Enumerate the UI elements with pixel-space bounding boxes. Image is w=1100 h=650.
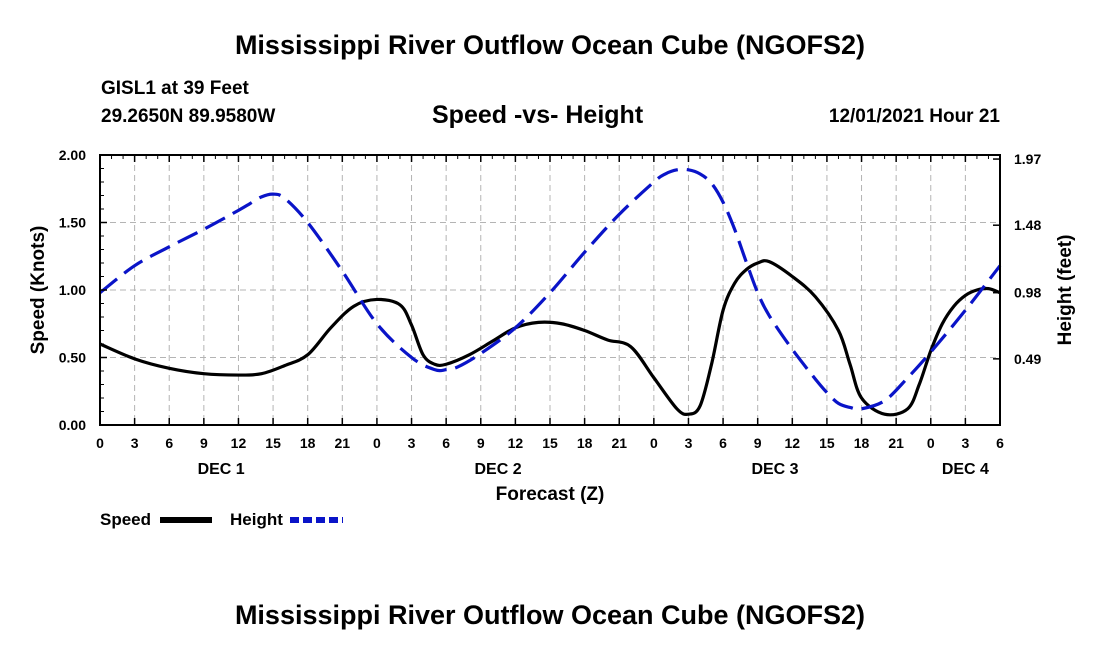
x-tick-label: 12 — [231, 435, 247, 451]
y-tick-label: 1.50 — [59, 215, 86, 231]
x-tick-label: 3 — [685, 435, 693, 451]
x-tick-label: 9 — [477, 435, 485, 451]
x-tick-label: 3 — [131, 435, 139, 451]
x-tick-label: 21 — [611, 435, 627, 451]
series-line-height — [99, 167, 1002, 411]
x-tick-label: 0 — [927, 435, 935, 451]
y2-tick-label: 1.48 — [1014, 217, 1041, 233]
x-tick-label: 3 — [408, 435, 416, 451]
x-tick-label: 6 — [996, 435, 1004, 451]
x-tick-label: 0 — [650, 435, 658, 451]
y-tick-label: 0.50 — [59, 350, 86, 366]
x-tick-label: 0 — [96, 435, 104, 451]
x-tick-label: 9 — [200, 435, 208, 451]
legend: Speed Height — [100, 510, 343, 529]
legend-height-label: Height — [230, 510, 283, 529]
coordinates-label: 29.2650N 89.9580W — [101, 106, 276, 127]
x-tick-label: 12 — [508, 435, 524, 451]
x-tick-label: 18 — [577, 435, 593, 451]
chart-title: Speed -vs- Height — [432, 101, 644, 129]
y-tick-label: 2.00 — [59, 147, 86, 163]
x-tick-label: 15 — [819, 435, 835, 451]
x-tick-label: 12 — [785, 435, 801, 451]
station-label: GISL1 at 39 Feet — [101, 78, 249, 99]
x-tick-label: 18 — [300, 435, 316, 451]
day-label: DEC 4 — [942, 461, 989, 478]
legend-speed-label: Speed — [100, 510, 151, 529]
y-axis-title: Speed (Knots) — [28, 226, 49, 355]
x-tick-label: 0 — [373, 435, 381, 451]
y-tick-label: 1.00 — [59, 282, 86, 298]
day-label: DEC 2 — [475, 461, 522, 478]
series-lines — [99, 167, 1002, 417]
x-tick-label: 15 — [265, 435, 281, 451]
x-tick-label: 21 — [888, 435, 904, 451]
y2-axis-title: Height (feet) — [1055, 235, 1076, 346]
page-title-repeat: Mississippi River Outflow Ocean Cube (NG… — [234, 600, 866, 630]
x-tick-label: 6 — [442, 435, 450, 451]
x-tick-label: 3 — [961, 435, 969, 451]
axis-labels: 0 3 6 9 12 15 18 21 0 3 6 9 12 15 18 21 0 3 6 9 12 15 18 21 0 3 6 0… — [59, 147, 1042, 478]
day-label: DEC 3 — [751, 461, 798, 478]
x-tick-label: 21 — [335, 435, 351, 451]
axis-ticks — [99, 154, 1001, 426]
x-axis-title: Forecast (Z) — [496, 484, 605, 505]
x-tick-label: 18 — [854, 435, 870, 451]
datetime-label: 12/01/2021 Hour 21 — [828, 106, 1000, 127]
series-line-speed — [99, 259, 1001, 417]
page-title: Mississippi River Outflow Ocean Cube (NG… — [234, 30, 866, 60]
y-tick-label: 0.00 — [59, 417, 86, 433]
day-label: DEC 1 — [198, 461, 245, 478]
y2-tick-label: 1.97 — [1014, 151, 1041, 167]
y2-tick-label: 0.98 — [1014, 285, 1041, 301]
x-tick-label: 15 — [542, 435, 558, 451]
grid — [100, 155, 1000, 425]
x-tick-label: 6 — [165, 435, 173, 451]
x-tick-label: 9 — [754, 435, 762, 451]
y2-tick-label: 0.49 — [1014, 351, 1041, 367]
x-tick-label: 6 — [719, 435, 727, 451]
